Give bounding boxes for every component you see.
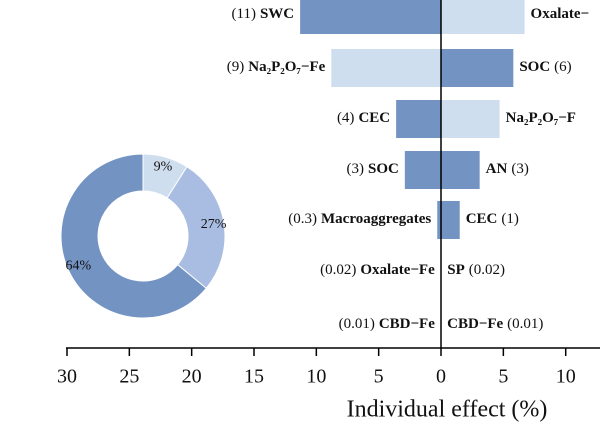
bar-label: (11) SWC bbox=[232, 6, 295, 22]
value-label: (0.3) bbox=[288, 211, 317, 227]
category-label: Na₂P₂O₇−Fe bbox=[248, 59, 325, 75]
x-tick-label: 5 bbox=[498, 366, 508, 388]
category-label: AN bbox=[486, 161, 508, 177]
value-label: (9) bbox=[227, 59, 245, 75]
category-label: Oxalate−Fe bbox=[360, 262, 435, 278]
value-label: (4) bbox=[337, 110, 355, 126]
x-axis-label: Individual effect (%) bbox=[347, 397, 548, 423]
bar-label: AN (3) bbox=[486, 161, 529, 177]
bar-label: (0.02) Oxalate−Fe bbox=[320, 262, 435, 278]
slice-label: 64% bbox=[65, 259, 91, 274]
category-label: Na₂P₂O₇−F bbox=[506, 110, 576, 126]
bar-label: Na₂P₂O₇−F bbox=[506, 110, 576, 126]
bar-label: (3) SOC bbox=[347, 161, 399, 177]
bar-label: Oxalate− bbox=[531, 6, 590, 22]
bar-label: CBD−Fe (0.01) bbox=[447, 316, 543, 332]
category-label: Macroaggregates bbox=[321, 211, 431, 227]
bar-label: SOC (6) bbox=[519, 59, 571, 75]
slice-label: 27% bbox=[201, 217, 227, 232]
donut-slice bbox=[166, 166, 226, 289]
value-label: (6) bbox=[554, 59, 572, 75]
bar bbox=[437, 201, 441, 239]
category-label: SP bbox=[447, 262, 465, 278]
bar bbox=[331, 49, 441, 87]
value-label: (0.02) bbox=[320, 262, 356, 278]
value-label: (0.02) bbox=[469, 262, 505, 278]
value-label: (11) bbox=[232, 6, 256, 22]
bar-label: (0.3) Macroaggregates bbox=[288, 211, 431, 227]
value-label: (0.01) bbox=[507, 316, 543, 332]
bar bbox=[404, 151, 441, 189]
x-tick-label: 5 bbox=[374, 366, 384, 388]
value-label: (1) bbox=[501, 211, 519, 227]
bar-label: SP (0.02) bbox=[447, 262, 505, 278]
x-tick-label: 30 bbox=[57, 366, 77, 388]
x-tick-label: 10 bbox=[306, 366, 326, 388]
value-label: (0.01) bbox=[339, 316, 375, 332]
bar-label: CEC (1) bbox=[466, 211, 519, 227]
category-label: CEC bbox=[358, 110, 390, 126]
x-tick-label: 10 bbox=[556, 366, 576, 388]
category-label: CBD−Fe bbox=[379, 316, 435, 332]
category-label: SWC bbox=[260, 6, 294, 22]
bar-label: (9) Na₂P₂O₇−Fe bbox=[227, 59, 326, 75]
value-label: (3) bbox=[347, 161, 365, 177]
slice-label: 9% bbox=[154, 160, 173, 175]
x-tick-label: 25 bbox=[119, 366, 139, 388]
category-label: CBD−Fe bbox=[447, 316, 503, 332]
bar bbox=[441, 151, 480, 189]
x-tick-label: 20 bbox=[182, 366, 202, 388]
donut-slice bbox=[60, 153, 207, 319]
bar-label: (0.01) CBD−Fe bbox=[339, 316, 436, 332]
value-label: (3) bbox=[511, 161, 529, 177]
x-tick-label: 15 bbox=[244, 366, 264, 388]
category-label: CEC bbox=[466, 211, 498, 227]
category-label: Oxalate− bbox=[531, 6, 590, 22]
bar-label: (4) CEC bbox=[337, 110, 390, 126]
bar bbox=[300, 0, 441, 34]
category-label: SOC bbox=[519, 59, 550, 75]
category-label: SOC bbox=[368, 161, 399, 177]
bar bbox=[441, 49, 514, 87]
x-tick-label: 0 bbox=[436, 366, 446, 388]
bar bbox=[441, 201, 460, 239]
bar bbox=[396, 100, 441, 138]
bar bbox=[441, 0, 525, 34]
bar bbox=[441, 100, 500, 138]
